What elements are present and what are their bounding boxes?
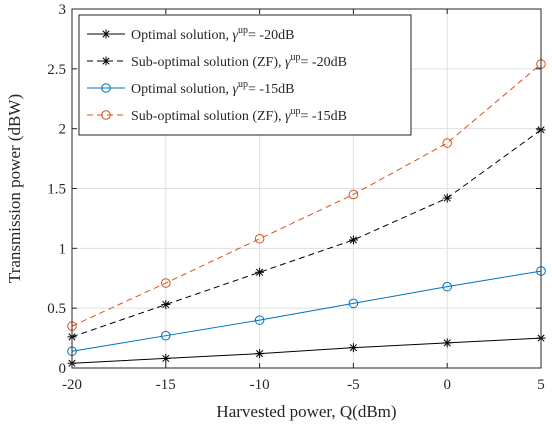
y-tick-label: 2: [59, 122, 67, 138]
star-marker: [442, 338, 452, 348]
legend: Optimal solution, γup= -20dB Sub-optimal …: [78, 14, 412, 136]
circle-marker: [161, 278, 171, 288]
star-marker: [161, 353, 171, 363]
circle-marker: [101, 83, 111, 93]
legend-entry-label: Sub-optimal solution (ZF), γup= -20dB: [131, 52, 347, 70]
y-tick-label: 2.5: [47, 62, 66, 78]
star-marker: [255, 267, 265, 277]
legend-entry-label: Optimal solution, γup= -20dB: [131, 25, 294, 43]
y-tick-label: 0.5: [47, 301, 66, 317]
circle-marker: [254, 315, 265, 325]
x-tick-label: -20: [62, 377, 82, 393]
x-tick-label: -10: [250, 377, 270, 393]
y-tick-labels: 0 0.5 1 1.5 2 2.5 3: [47, 2, 66, 377]
x-tick-label: 5: [537, 377, 545, 393]
circle-marker: [254, 233, 265, 244]
circle-marker: [348, 298, 359, 309]
x-tick-label: -5: [347, 377, 360, 393]
legend-box: [78, 14, 412, 136]
x-tick-label: -15: [156, 377, 176, 393]
star-marker: [101, 56, 111, 66]
series-line-2: [71, 129, 542, 338]
circle-marker: [348, 189, 359, 200]
circle-marker: [442, 138, 453, 148]
series-lines: [71, 63, 542, 364]
star-marker: [255, 349, 265, 359]
x-tick-labels: -20 -15 -10 -5 0 5: [62, 377, 545, 393]
y-tick-label: 1: [59, 241, 67, 257]
y-tick-label: 1.5: [47, 182, 66, 198]
series-line-3: [71, 270, 542, 352]
star-marker: [442, 193, 452, 203]
axis-ticks: [71, 8, 542, 369]
x-tick-label: 0: [443, 377, 451, 393]
y-tick-label: 3: [59, 2, 67, 18]
series-line-1: [71, 337, 542, 364]
circle-marker: [101, 110, 111, 120]
x-axis-label: Harvested power, Q(dBm): [216, 402, 396, 421]
legend-entry-label: Optimal solution, γup= -15dB: [131, 79, 294, 97]
star-marker: [161, 300, 171, 310]
circle-marker: [442, 281, 453, 292]
circle-marker: [161, 330, 171, 341]
y-tick-label: 0: [59, 361, 67, 377]
star-marker: [348, 235, 358, 245]
y-axis-label: Transmission power (dBW): [5, 94, 24, 283]
star-marker: [101, 29, 111, 39]
legend-entry-label: Sub-optimal solution (ZF), γup= -15dB: [131, 106, 347, 124]
star-marker: [348, 343, 358, 353]
